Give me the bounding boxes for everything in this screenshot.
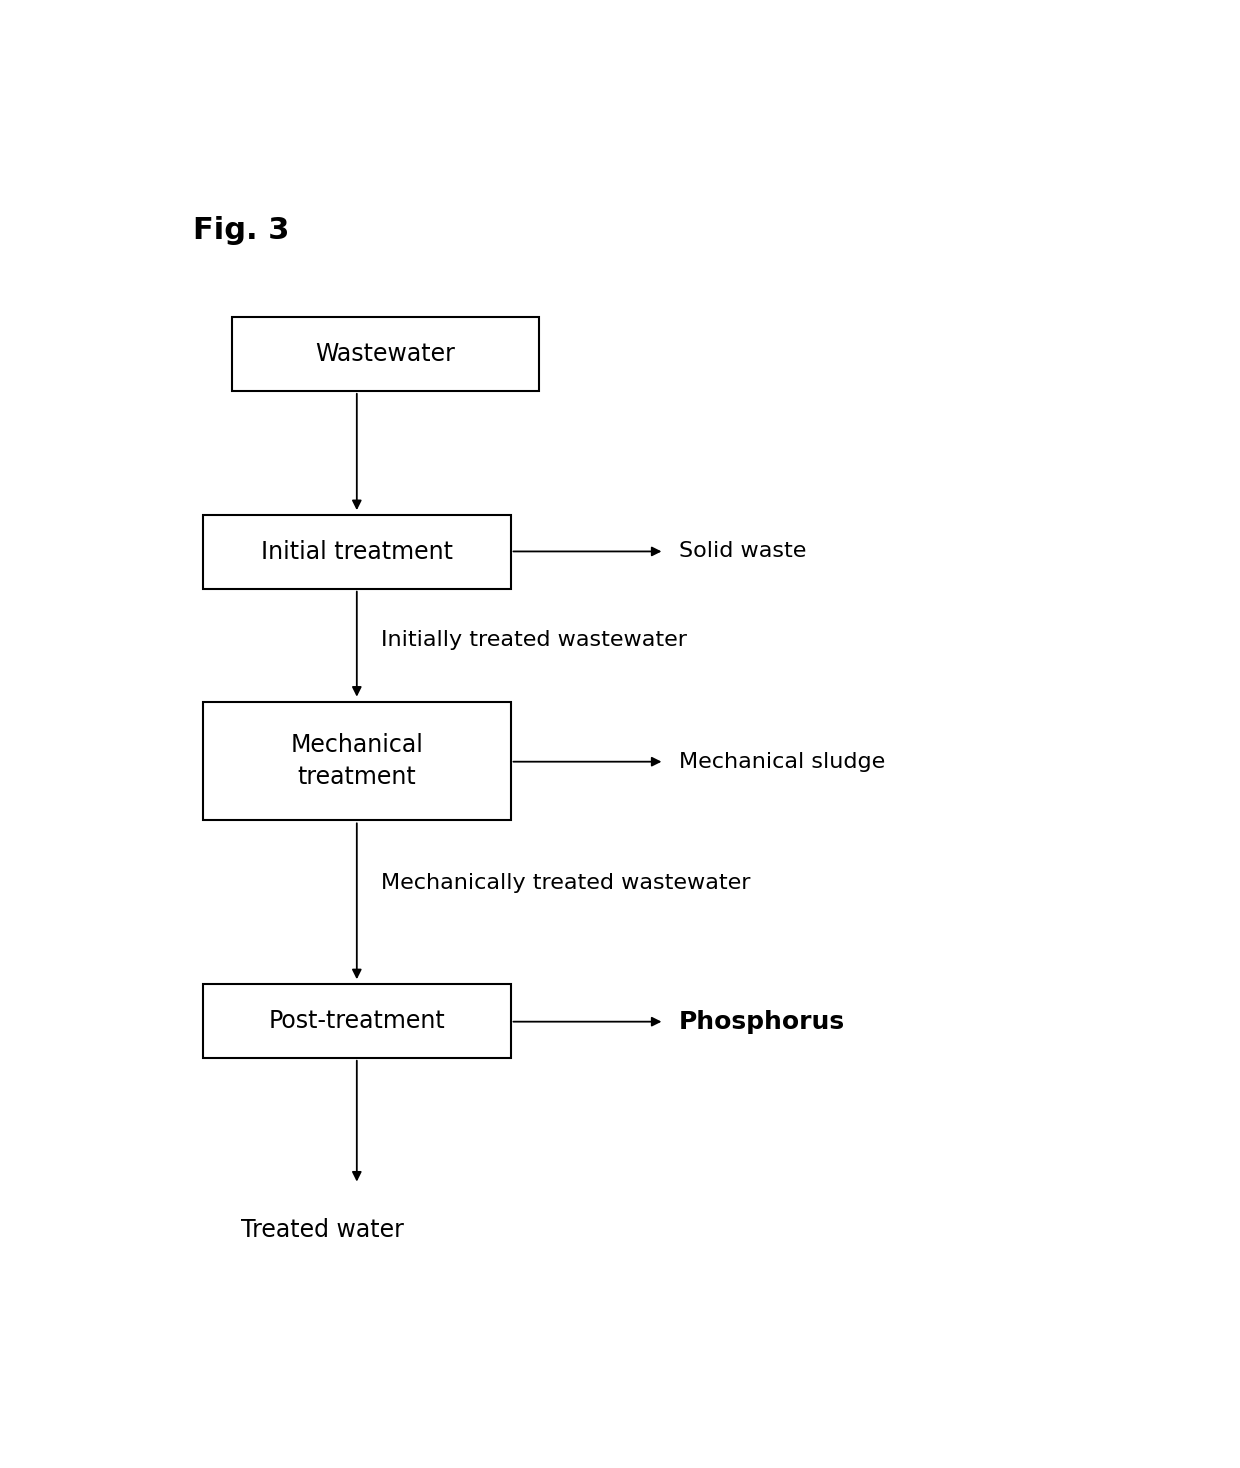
Text: Post-treatment: Post-treatment bbox=[268, 1009, 445, 1033]
Text: Solid waste: Solid waste bbox=[678, 542, 806, 561]
Text: Treated water: Treated water bbox=[242, 1217, 404, 1242]
Text: Mechanically treated wastewater: Mechanically treated wastewater bbox=[381, 872, 750, 893]
Text: Mechanical
treatment: Mechanical treatment bbox=[290, 734, 423, 788]
Text: Mechanical sludge: Mechanical sludge bbox=[678, 752, 885, 772]
FancyBboxPatch shape bbox=[232, 317, 539, 390]
Text: Initial treatment: Initial treatment bbox=[260, 540, 453, 564]
FancyBboxPatch shape bbox=[203, 985, 511, 1058]
Text: Wastewater: Wastewater bbox=[316, 342, 455, 366]
FancyBboxPatch shape bbox=[203, 702, 511, 821]
Text: Fig. 3: Fig. 3 bbox=[193, 216, 290, 245]
Text: Initially treated wastewater: Initially treated wastewater bbox=[381, 630, 687, 650]
Text: Phosphorus: Phosphorus bbox=[678, 1010, 844, 1033]
FancyBboxPatch shape bbox=[203, 515, 511, 589]
